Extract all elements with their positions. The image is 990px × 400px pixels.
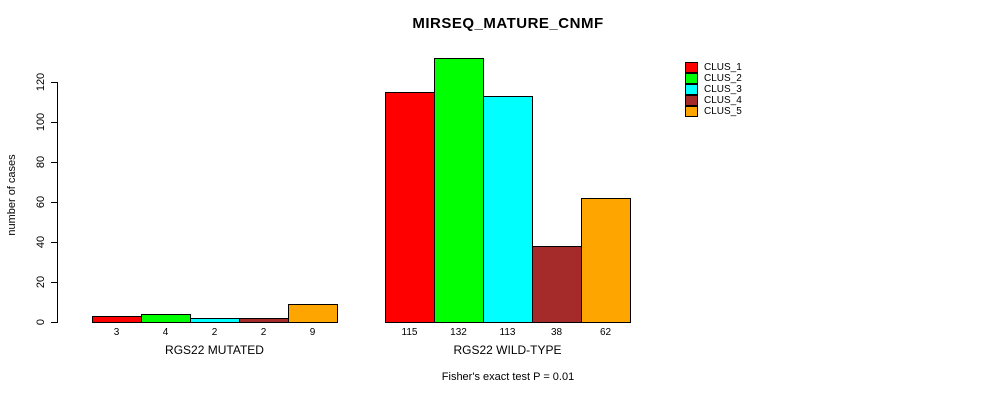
legend-item: CLUS_3 [685, 84, 742, 95]
legend-item: CLUS_2 [685, 73, 742, 84]
y-axis-tick [51, 82, 57, 83]
bar-clus_5-group1 [288, 304, 338, 323]
bar-clus_3-group2 [483, 96, 533, 323]
bar-clus_2-group2 [434, 58, 484, 323]
legend-swatch-clus_5 [685, 106, 698, 117]
bar-clus_4-group1 [239, 318, 289, 323]
bar-clus_4-group2 [532, 246, 582, 323]
bar-clus_3-group1 [190, 318, 240, 323]
bar-clus_1-group2 [385, 92, 435, 323]
y-axis-tick-label: 0 [35, 318, 47, 326]
bar-clus_2-group1 [141, 314, 191, 323]
legend-swatch-clus_1 [685, 62, 698, 73]
x-axis-group-label: RGS22 MUTATED [165, 343, 264, 357]
legend: CLUS_1 CLUS_2 CLUS_3 CLUS_4 CLUS_5 [685, 62, 742, 117]
bar-clus_1-group1 [92, 316, 142, 323]
y-axis-tick-label: 80 [35, 155, 47, 169]
bar-value-label: 4 [162, 327, 169, 338]
bar-value-label: 115 [401, 327, 418, 338]
legend-label: CLUS_1 [704, 62, 742, 73]
bar-value-label: 9 [309, 327, 316, 338]
legend-item: CLUS_4 [685, 95, 742, 106]
legend-swatch-clus_3 [685, 84, 698, 95]
legend-label: CLUS_4 [704, 95, 742, 106]
legend-swatch-clus_4 [685, 95, 698, 106]
y-axis-tick [51, 282, 57, 283]
bar-value-label: 3 [113, 327, 120, 338]
y-axis-tick [51, 242, 57, 243]
bar-value-label: 62 [599, 327, 612, 338]
legend-item: CLUS_5 [685, 106, 742, 117]
bar-value-label: 38 [550, 327, 563, 338]
y-axis-tick-label: 40 [35, 235, 47, 249]
bar-value-label: 113 [499, 327, 516, 338]
legend-label: CLUS_3 [704, 84, 742, 95]
legend-swatch-clus_2 [685, 73, 698, 84]
bar-value-label: 132 [450, 327, 467, 338]
y-axis-tick [51, 122, 57, 123]
legend-item: CLUS_1 [685, 62, 742, 73]
y-axis-line [57, 82, 58, 323]
legend-label: CLUS_2 [704, 73, 742, 84]
fisher-test-annotation: Fisher's exact test P = 0.01 [441, 371, 575, 383]
x-axis-group-label: RGS22 WILD-TYPE [453, 343, 562, 357]
y-axis-tick-label: 60 [35, 195, 47, 209]
bar-value-label: 2 [260, 327, 267, 338]
bar-clus_5-group2 [581, 198, 631, 323]
y-axis-tick [51, 202, 57, 203]
y-axis-tick [51, 162, 57, 163]
chart-title: MIRSEQ_MATURE_CNMF [412, 15, 604, 32]
y-axis-tick-label: 20 [35, 275, 47, 289]
y-axis-tick-label: 100 [35, 112, 47, 132]
y-axis-tick [51, 322, 57, 323]
y-axis-tick-label: 120 [35, 72, 47, 92]
legend-label: CLUS_5 [704, 106, 742, 117]
bar-value-label: 2 [211, 327, 218, 338]
